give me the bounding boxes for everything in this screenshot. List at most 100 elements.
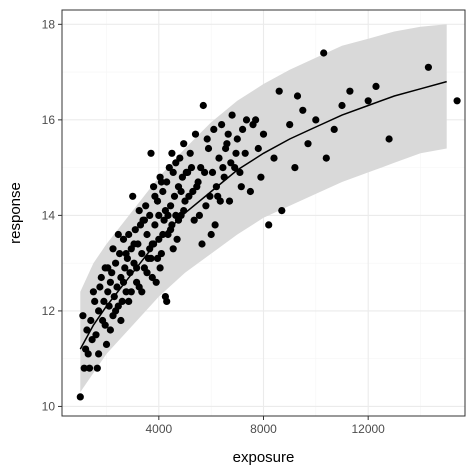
data-point	[116, 250, 124, 258]
data-point	[214, 192, 222, 200]
data-point	[83, 326, 91, 334]
data-point	[225, 197, 234, 205]
data-point	[299, 106, 307, 114]
data-point	[180, 207, 188, 215]
data-point	[95, 307, 103, 315]
data-point	[80, 364, 88, 372]
data-point	[208, 168, 217, 176]
data-point	[170, 192, 179, 200]
data-point	[203, 135, 211, 143]
y-tick-label: 14	[42, 208, 56, 222]
data-point	[182, 168, 190, 176]
data-point	[157, 178, 165, 186]
x-tick-label: 4000	[145, 422, 172, 436]
data-point	[148, 273, 156, 282]
data-point	[181, 197, 189, 205]
data-point	[146, 211, 154, 219]
data-point	[135, 207, 143, 215]
y-tick-label: 10	[42, 399, 56, 413]
data-point	[199, 101, 207, 110]
data-point	[252, 116, 260, 124]
data-point	[143, 230, 151, 239]
x-axis-title: exposure	[233, 449, 295, 466]
data-point	[168, 149, 176, 157]
data-point	[125, 230, 133, 239]
data-point	[122, 250, 130, 258]
y-tick-label: 18	[42, 17, 56, 31]
data-point	[346, 87, 354, 95]
data-point	[89, 288, 97, 296]
data-point	[125, 297, 133, 305]
data-point	[152, 278, 160, 286]
data-point	[112, 259, 120, 267]
data-point	[88, 336, 96, 344]
data-point	[119, 235, 128, 243]
data-point	[220, 173, 228, 181]
data-point	[102, 340, 111, 348]
data-point	[157, 250, 165, 258]
data-point	[147, 149, 155, 157]
data-point	[227, 159, 235, 167]
data-point	[372, 82, 380, 90]
data-point	[155, 211, 163, 219]
data-point	[95, 350, 103, 358]
data-point	[338, 101, 346, 110]
data-point	[156, 264, 164, 272]
data-point	[187, 164, 196, 172]
x-tick-label: 12000	[351, 422, 385, 436]
data-point	[293, 92, 302, 100]
data-point	[109, 245, 117, 253]
data-point	[146, 245, 154, 253]
data-point	[127, 288, 135, 296]
data-point	[143, 269, 151, 277]
data-point	[106, 278, 114, 286]
data-point	[312, 116, 320, 124]
data-point	[193, 183, 201, 191]
data-point	[224, 130, 232, 138]
data-point	[330, 125, 338, 133]
data-point	[167, 202, 175, 210]
data-point	[160, 216, 168, 224]
data-point	[104, 288, 112, 296]
data-point	[228, 111, 236, 119]
x-tick-label: 8000	[250, 422, 277, 436]
data-point	[163, 178, 171, 186]
data-point	[131, 226, 139, 234]
data-point	[100, 297, 108, 305]
data-point	[159, 187, 167, 196]
data-point	[135, 283, 143, 291]
data-point	[278, 207, 286, 215]
fit-line	[79, 80, 447, 350]
data-point	[112, 307, 120, 315]
data-point	[207, 230, 215, 239]
data-point	[118, 297, 126, 305]
data-point	[239, 125, 247, 133]
data-point	[167, 226, 175, 234]
data-point	[169, 245, 177, 253]
data-point	[177, 187, 185, 196]
data-point	[222, 144, 230, 153]
data-point	[163, 297, 171, 305]
data-point	[119, 278, 128, 286]
y-axis-title: response	[7, 182, 24, 244]
data-point	[87, 316, 95, 325]
data-point	[291, 164, 299, 172]
data-point	[150, 183, 158, 191]
data-point	[201, 168, 209, 176]
data-point	[129, 192, 137, 200]
data-point	[130, 240, 138, 248]
data-point	[189, 187, 197, 196]
data-point	[142, 202, 150, 210]
data-point	[106, 326, 114, 334]
data-point	[76, 393, 84, 401]
data-point	[85, 364, 94, 372]
data-point	[121, 264, 129, 272]
data-point	[219, 164, 227, 172]
data-point	[322, 154, 330, 162]
data-point	[197, 164, 205, 172]
data-point	[195, 211, 203, 219]
y-tick-label: 12	[42, 304, 56, 318]
data-point	[218, 121, 226, 129]
data-point	[265, 221, 273, 229]
